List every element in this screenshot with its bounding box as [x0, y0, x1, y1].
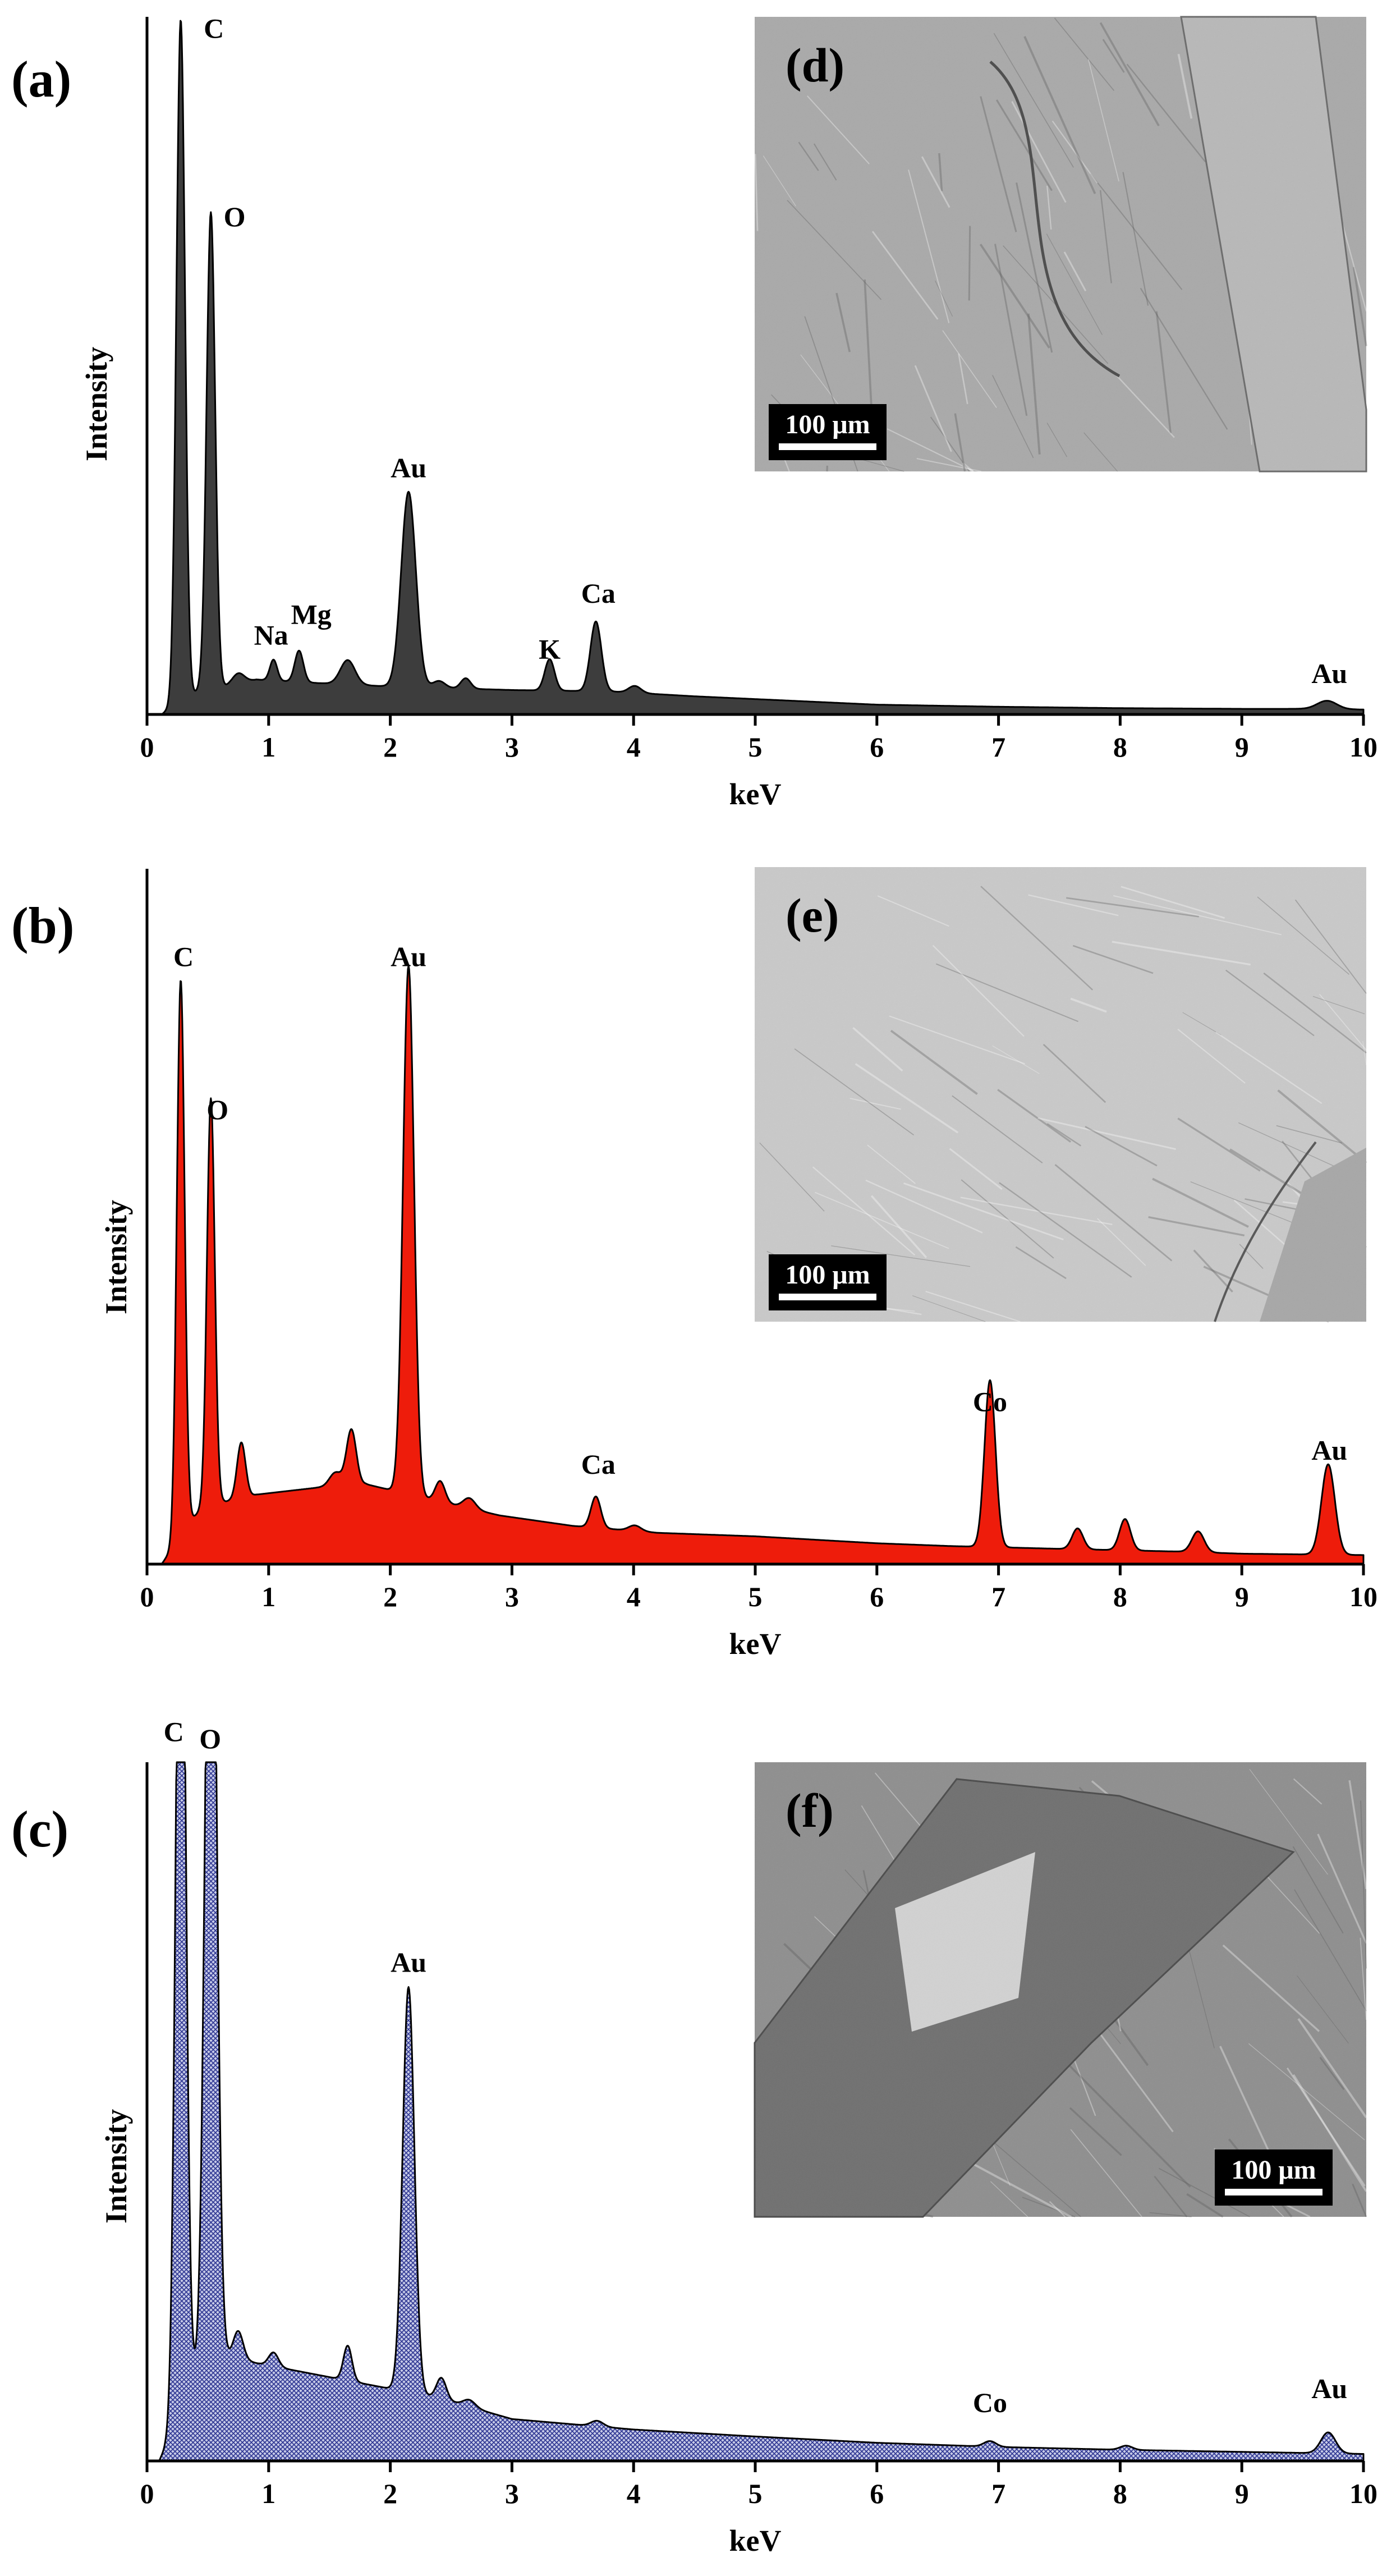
y-axis-label: Intensity — [99, 1200, 133, 1314]
peak-label: Au — [1311, 2373, 1347, 2404]
x-tick-label: 7 — [991, 731, 1005, 763]
inset-label: (d) — [786, 38, 844, 92]
x-tick-label: 1 — [261, 1581, 275, 1612]
x-tick-label: 10 — [1349, 2478, 1377, 2509]
x-tick-label: 6 — [870, 2478, 884, 2509]
x-tick-label: 5 — [748, 2478, 763, 2509]
spectrum-area — [146, 20, 1365, 716]
x-axis-label: keV — [729, 2524, 782, 2557]
eds-panel: 0 1 2 3 4 5 6 7 8 9 10 keV Intensity (c) C O Au Co Au (f) 10… — [11, 1716, 1377, 2557]
x-tick-label: 6 — [870, 1581, 884, 1612]
peak-label: O — [224, 201, 246, 232]
x-tick-label: 3 — [505, 1581, 519, 1612]
sem-micrograph: (f) 100 μm — [754, 1762, 1367, 2218]
panel-label: (a) — [11, 51, 71, 108]
x-tick-label: 9 — [1235, 731, 1249, 763]
x-tick-label: 1 — [261, 731, 275, 763]
peak-label: Au — [1311, 658, 1347, 689]
peak-label: C — [173, 941, 194, 972]
x-tick-label: 2 — [383, 2478, 397, 2509]
x-tick-label: 8 — [1113, 2478, 1127, 2509]
x-tick-label: 4 — [627, 2478, 641, 2509]
peak-label: Co — [973, 2387, 1007, 2418]
x-tick-label: 8 — [1113, 731, 1127, 763]
scale-bar: 100 μm — [1215, 2149, 1333, 2206]
x-tick-label: 7 — [991, 2478, 1005, 2509]
peak-label: K — [539, 634, 561, 665]
panel-label: (c) — [11, 1800, 68, 1858]
peak-label: Au — [391, 941, 426, 972]
x-tick-label: 5 — [748, 1581, 763, 1612]
inset-label: (e) — [786, 888, 839, 942]
x-tick-label: 10 — [1349, 731, 1377, 763]
x-tick-label: 3 — [505, 731, 519, 763]
x-tick-label: 4 — [627, 731, 641, 763]
scale-bar-label: 100 μm — [785, 410, 870, 439]
peak-label: Co — [973, 1386, 1007, 1417]
x-axis-label: keV — [729, 1627, 782, 1661]
y-axis-label: Intensity — [99, 2109, 133, 2224]
spectrum-area — [146, 1761, 1365, 2462]
x-tick-label: 2 — [383, 731, 397, 763]
scale-bar: 100 μm — [769, 1254, 887, 1310]
x-tick-label: 2 — [383, 1581, 397, 1612]
peak-label: Mg — [291, 598, 332, 630]
peak-label: O — [199, 1723, 221, 1754]
x-tick-label: 9 — [1235, 2478, 1249, 2509]
panel-label: (b) — [11, 897, 74, 954]
x-tick-label: 8 — [1113, 1581, 1127, 1612]
x-tick-label: 6 — [870, 731, 884, 763]
sem-micrograph: (d) 100 μm — [754, 16, 1367, 473]
peak-label: O — [206, 1094, 228, 1125]
x-tick-label: 0 — [140, 1581, 154, 1612]
peak-label: Ca — [581, 577, 616, 609]
x-tick-label: 10 — [1349, 1581, 1377, 1612]
x-tick-label: 7 — [991, 1581, 1005, 1612]
x-axis-label: keV — [729, 777, 782, 811]
x-tick-label: 0 — [140, 2478, 154, 2509]
peak-label: Ca — [581, 1449, 616, 1480]
scale-bar-label: 100 μm — [1231, 2155, 1316, 2185]
scale-bar: 100 μm — [769, 404, 887, 460]
x-tick-label: 9 — [1235, 1581, 1249, 1612]
x-tick-label: 5 — [748, 731, 763, 763]
x-tick-label: 3 — [505, 2478, 519, 2509]
peak-label: C — [164, 1716, 184, 1748]
eds-panel: 0 1 2 3 4 5 6 7 8 9 10 keV Intensity (b) C O Au Ca Co Au (e)… — [11, 867, 1377, 1661]
x-tick-label: 4 — [627, 1581, 641, 1612]
sem-micrograph: (e) 100 μm — [755, 867, 1367, 1323]
peak-label: Au — [391, 1947, 426, 1978]
inset-label: (f) — [786, 1784, 834, 1837]
x-tick-label: 1 — [261, 2478, 275, 2509]
peak-label: Na — [254, 620, 288, 651]
peak-label: Au — [1311, 1434, 1347, 1466]
spectrum-area — [146, 965, 1365, 1565]
y-axis-label: Intensity — [80, 347, 113, 461]
x-tick-label: 0 — [140, 731, 154, 763]
peak-label: Au — [391, 452, 426, 483]
peak-label: C — [204, 12, 224, 44]
scale-bar-label: 100 μm — [785, 1260, 870, 1290]
